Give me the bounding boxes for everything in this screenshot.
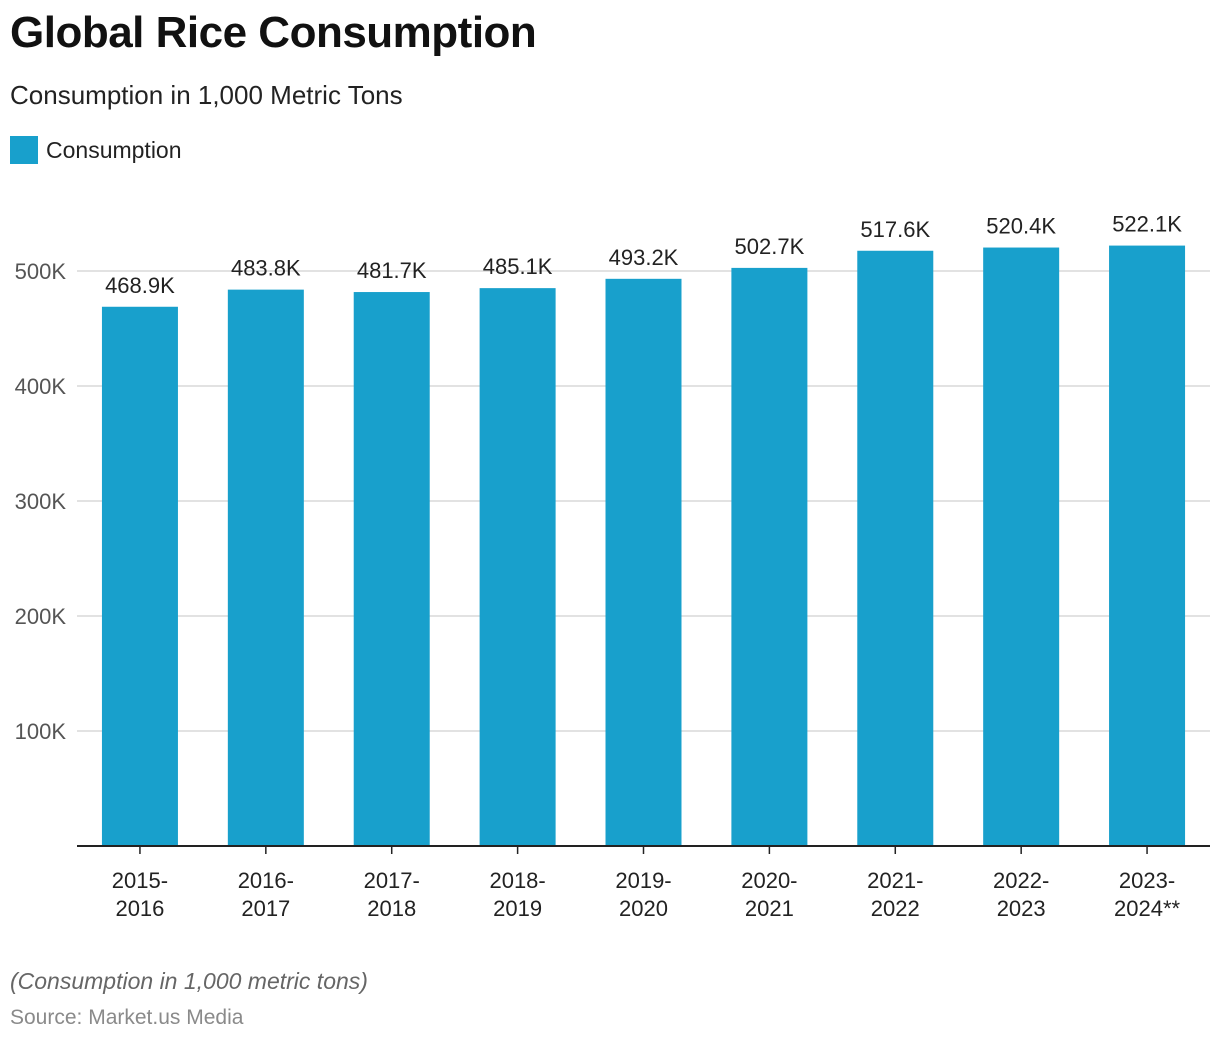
source-credit: Source: Market.us Media <box>10 1006 244 1029</box>
x-tick-label: 2021 <box>745 896 794 921</box>
x-tick-label: 2019 <box>493 896 542 921</box>
y-tick-label: 400K <box>15 374 67 399</box>
y-tick-label: 500K <box>15 259 67 284</box>
y-tick-label: 200K <box>15 604 67 629</box>
y-tick-label: 300K <box>15 489 67 514</box>
bar-value-label: 517.6K <box>860 217 930 242</box>
bar <box>1109 245 1186 846</box>
x-tick-label: 2021- <box>867 868 923 893</box>
bar-value-label: 485.1K <box>483 254 553 279</box>
bar-value-label: 493.2K <box>609 245 679 270</box>
bar-value-label: 468.9K <box>105 273 175 298</box>
chart-subtitle: Consumption in 1,000 Metric Tons <box>10 80 403 110</box>
x-tick-label: 2017 <box>241 896 290 921</box>
bar <box>353 292 430 846</box>
x-tick-label: 2020- <box>741 868 797 893</box>
bars <box>101 245 1186 847</box>
x-tick-label: 2022- <box>993 868 1049 893</box>
x-tick-label: 2019- <box>615 868 671 893</box>
x-tick-label: 2023 <box>997 896 1046 921</box>
y-axis-ticks: 100K 200K 300K 400K 500K <box>15 259 67 744</box>
x-tick-label: 2024** <box>1114 896 1181 921</box>
chart-title: Global Rice Consumption <box>10 8 537 57</box>
x-tick-label: 2016 <box>115 896 164 921</box>
bar <box>983 247 1060 847</box>
bar-value-label: 522.1K <box>1112 212 1182 237</box>
footnote: (Consumption in 1,000 metric tons) <box>10 968 368 994</box>
x-axis <box>77 845 1210 854</box>
bar <box>227 289 304 846</box>
bar-value-label: 502.7K <box>735 234 805 259</box>
x-tick-label: 2020 <box>619 896 668 921</box>
bar-value-label: 481.7K <box>357 258 427 283</box>
bar-value-labels: 468.9K 483.8K 481.7K 485.1K 493.2K 502.7K 517.… <box>105 212 1182 298</box>
x-tick-label: 2018- <box>489 868 545 893</box>
x-tick-label: 2022 <box>871 896 920 921</box>
x-tick-label: 2017- <box>364 868 420 893</box>
y-tick-label: 100K <box>15 719 67 744</box>
legend-label: Consumption <box>46 136 182 163</box>
x-tick-label: 2018 <box>367 896 416 921</box>
bar <box>731 267 808 846</box>
legend: Consumption <box>10 136 182 164</box>
bar <box>101 306 178 846</box>
bar-value-label: 520.4K <box>986 214 1056 239</box>
bar <box>605 278 682 846</box>
bar <box>857 250 934 846</box>
bar <box>479 288 556 846</box>
x-tick-label: 2015- <box>112 868 168 893</box>
x-axis-labels: 2015- 2016 2016- 2017 2017- 2018 2018- 2019 2019… <box>112 868 1181 921</box>
x-tick-label: 2016- <box>238 868 294 893</box>
legend-swatch <box>10 136 38 164</box>
bar-value-label: 483.8K <box>231 256 301 281</box>
x-tick-label: 2023- <box>1119 868 1175 893</box>
